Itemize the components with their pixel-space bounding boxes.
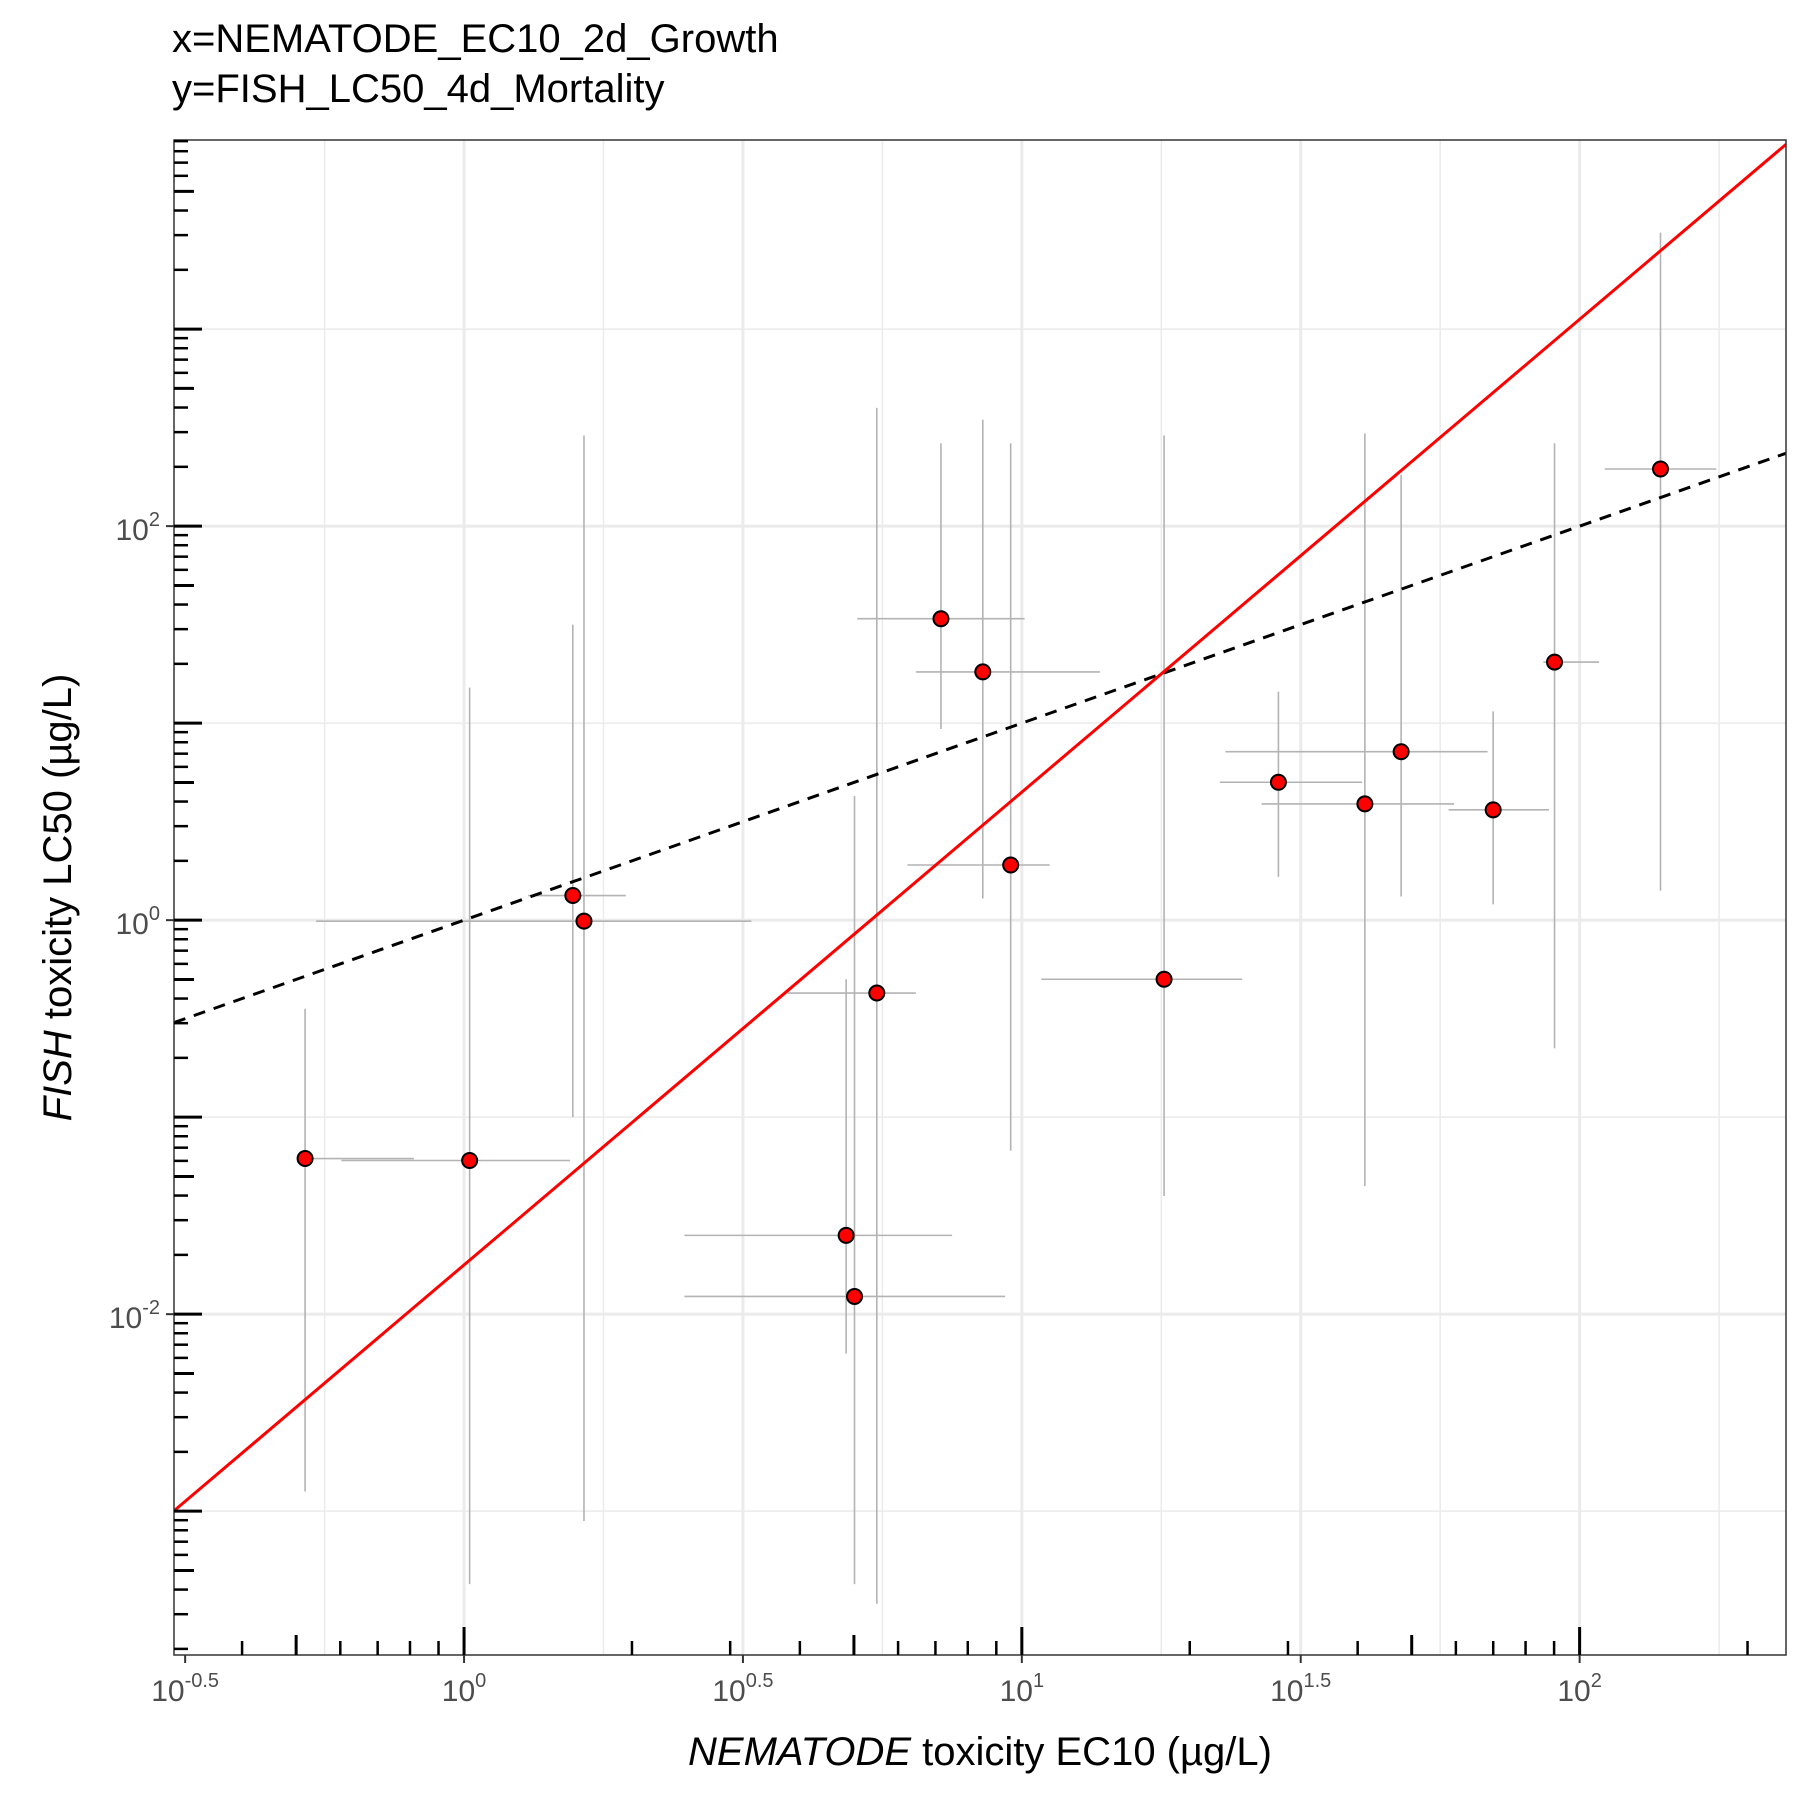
data-point [575, 912, 593, 930]
data-point [1392, 743, 1410, 761]
title-line-y: y=FISH_LC50_4d_Mortality [172, 67, 665, 111]
x-tick-base: 10 [1557, 1675, 1590, 1708]
y-tick-exponent: 0 [149, 903, 160, 925]
x-tick-exponent: 0.5 [746, 1670, 774, 1692]
y-tick-base: 10 [116, 514, 149, 547]
x-tick-exponent: -0.5 [185, 1670, 219, 1692]
data-point [296, 1150, 314, 1168]
axis-ticks [174, 139, 1749, 1655]
x-tick-base: 10 [442, 1675, 475, 1708]
x-axis-title: NEMATODE toxicity EC10 (µg/L) [688, 1730, 1272, 1774]
data-point [1155, 970, 1173, 988]
data-point [1269, 773, 1287, 791]
y-axis-title: FISH toxicity LC50 (µg/L) [36, 674, 80, 1122]
x-tick-base: 10 [151, 1675, 184, 1708]
fit-line [174, 143, 1786, 1512]
x-tick-exponent: 1 [1033, 1670, 1044, 1692]
y-tick-label: 100 [116, 903, 161, 941]
x-tick-base: 10 [1270, 1675, 1303, 1708]
data-point [461, 1152, 479, 1170]
x-tick-label: 101 [1000, 1670, 1045, 1708]
one-to-one-dashed-line [174, 451, 1786, 1025]
x-tick-exponent: 0 [475, 1670, 486, 1692]
x-tick-label: 100 [442, 1670, 487, 1708]
data-point [564, 887, 582, 905]
y-axis-title-italic: FISH [36, 1030, 80, 1121]
x-axis-title-italic: NEMATODE [688, 1730, 912, 1774]
x-tick-exponent: 1.5 [1304, 1670, 1332, 1692]
x-tick-base: 10 [1000, 1675, 1033, 1708]
plot-area [174, 143, 1786, 1604]
x-tick-labels: 10-0.5 100 100.5 101 101.5 102 [151, 1655, 1602, 1708]
data-point [845, 1287, 863, 1305]
data-point [1651, 460, 1669, 478]
data-point [837, 1226, 855, 1244]
data-point [974, 663, 992, 681]
y-tick-label: 10-2 [109, 1297, 160, 1335]
y-axis-title-rest: toxicity LC50 (µg/L) [36, 674, 80, 1031]
data-point [932, 610, 950, 628]
grid-lines [174, 140, 1786, 1655]
x-tick-label: 10-0.5 [151, 1670, 219, 1708]
data-point [1484, 801, 1502, 819]
data-point [1002, 856, 1020, 874]
x-axis-title-rest: toxicity EC10 (µg/L) [911, 1730, 1272, 1774]
y-tick-base: 10 [109, 1302, 142, 1335]
x-tick-label: 101.5 [1270, 1670, 1331, 1708]
x-tick-base: 10 [712, 1675, 745, 1708]
panel-border [173, 139, 1787, 1656]
data-point [868, 984, 886, 1002]
data-point [1356, 795, 1374, 813]
data-point [1546, 653, 1564, 671]
y-tick-exponent: 2 [149, 509, 160, 531]
y-tick-exponent: -2 [142, 1297, 160, 1319]
x-tick-exponent: 2 [1591, 1670, 1602, 1692]
y-tick-base: 10 [116, 908, 149, 941]
title-line-x: x=NEMATODE_EC10_2d_Growth [172, 17, 779, 61]
x-tick-label: 100.5 [712, 1670, 773, 1708]
x-tick-label: 102 [1557, 1670, 1602, 1708]
y-tick-label: 102 [116, 509, 161, 547]
chart-title: x=NEMATODE_EC10_2d_Growth y=FISH_LC50_4d… [172, 14, 779, 114]
